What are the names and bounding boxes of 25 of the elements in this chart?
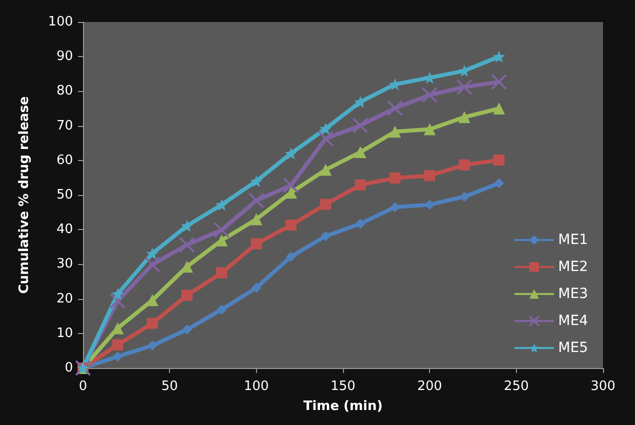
y-tick-label: 40 [56,222,73,238]
legend-label: ME3 [558,286,588,302]
legend-label: ME2 [558,259,588,275]
x-tick-label: 50 [161,379,178,394]
y-tick-label: 0 [64,360,73,376]
x-tick-label: 100 [244,379,269,394]
x-tick-label: 0 [78,379,88,394]
legend-label: ME4 [558,313,588,329]
y-tick-label: 10 [56,326,73,341]
y-tick-label: 90 [56,49,73,64]
y-axis-title: Cumulative % drug release [17,96,32,294]
y-tick-label: 70 [56,118,73,134]
y-tick-label: 50 [56,188,73,202]
x-tick-label: 300 [590,379,616,394]
y-tick-label: 30 [56,256,73,272]
x-tick-label: 250 [504,379,529,394]
y-tick-label: 20 [56,291,73,306]
x-axis-title: Time (min) [303,399,383,414]
y-tick-label: 100 [48,14,73,30]
legend-label: ME5 [558,340,588,356]
y-tick-label: 80 [56,84,73,99]
legend-label: ME1 [558,232,588,248]
x-tick-label: 150 [330,379,356,394]
y-tick-label: 60 [56,152,73,168]
x-tick-label: 200 [417,379,442,394]
